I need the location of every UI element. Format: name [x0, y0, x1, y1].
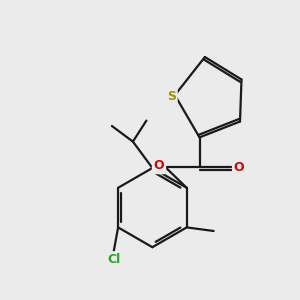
Text: Cl: Cl	[107, 253, 120, 266]
Text: O: O	[234, 161, 244, 174]
Text: S: S	[167, 90, 176, 103]
Text: O: O	[154, 159, 164, 172]
